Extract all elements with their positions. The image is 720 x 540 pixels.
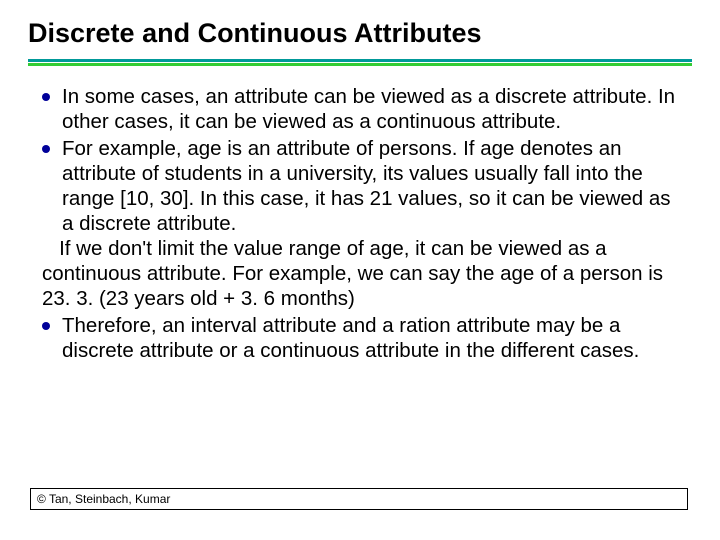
title-rule xyxy=(28,59,692,66)
bullet-icon xyxy=(42,145,50,153)
bullet-text: In some cases, an attribute can be viewe… xyxy=(62,84,678,134)
bullet-item: For example, age is an attribute of pers… xyxy=(42,136,678,236)
bullet-icon xyxy=(42,322,50,330)
rule-bottom xyxy=(28,63,692,66)
footer-credit: © Tan, Steinbach, Kumar xyxy=(30,488,688,510)
body-content: In some cases, an attribute can be viewe… xyxy=(28,84,692,363)
bullet-item: Therefore, an interval attribute and a r… xyxy=(42,313,678,363)
bullet-item: In some cases, an attribute can be viewe… xyxy=(42,84,678,134)
slide-title: Discrete and Continuous Attributes xyxy=(28,18,692,49)
bullet-text: For example, age is an attribute of pers… xyxy=(62,136,678,236)
continuation-text: If we don't limit the value range of age… xyxy=(42,236,678,311)
bullet-text: Therefore, an interval attribute and a r… xyxy=(62,313,678,363)
slide: Discrete and Continuous Attributes In so… xyxy=(0,0,720,540)
bullet-icon xyxy=(42,93,50,101)
rule-top xyxy=(28,59,692,62)
